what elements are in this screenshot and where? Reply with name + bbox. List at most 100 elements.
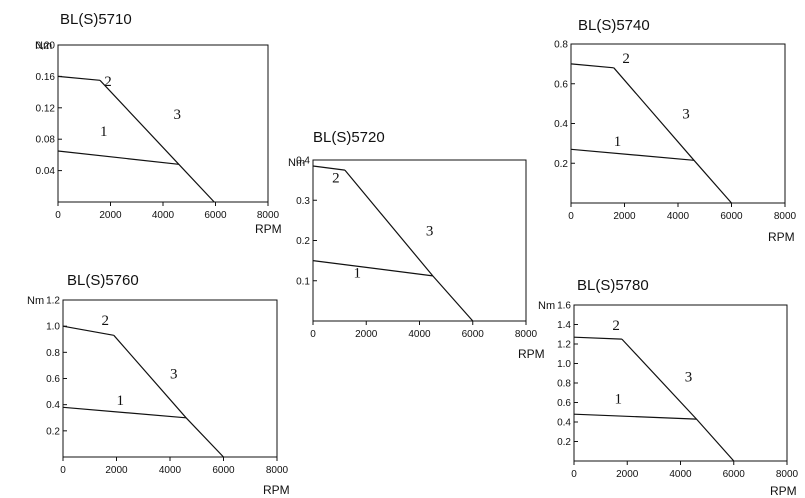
x-axis-label: RPM bbox=[263, 483, 290, 497]
series-3-label: 3 bbox=[170, 367, 178, 383]
x-tick-label: 6000 bbox=[723, 469, 746, 480]
y-tick-label: 1.0 bbox=[557, 359, 571, 370]
x-tick-label: 6000 bbox=[212, 465, 235, 476]
x-tick-label: 6000 bbox=[462, 329, 485, 340]
series-3-label: 3 bbox=[685, 369, 693, 385]
y-tick-label: 0,20 bbox=[36, 41, 56, 52]
x-tick-label: 4000 bbox=[667, 211, 690, 222]
x-tick-label: 2000 bbox=[613, 211, 636, 222]
chart-title: BL(S)5740 bbox=[578, 17, 650, 34]
x-tick-label: 0 bbox=[60, 465, 66, 476]
x-tick-label: 4000 bbox=[152, 210, 175, 221]
y-tick-label: 0.8 bbox=[554, 40, 568, 51]
series-2-label: 2 bbox=[622, 51, 630, 67]
series-3-line bbox=[344, 169, 474, 322]
series-1-label: 1 bbox=[614, 391, 622, 407]
y-tick-label: 0.3 bbox=[296, 196, 310, 207]
y-tick-label: 1.6 bbox=[557, 301, 571, 312]
plot-frame bbox=[573, 304, 788, 462]
series-3-line bbox=[613, 67, 732, 204]
y-tick-label: 0.4 bbox=[296, 156, 310, 167]
chart-title: BL(S)5720 bbox=[313, 129, 385, 146]
x-tick-label: 4000 bbox=[669, 469, 692, 480]
y-tick-label: 0.8 bbox=[46, 348, 60, 359]
series-1-label: 1 bbox=[117, 393, 125, 409]
y-tick-label: 0.6 bbox=[46, 374, 60, 385]
series-2-line bbox=[312, 165, 345, 171]
series-1-line bbox=[573, 413, 697, 420]
y-tick-label: 0.8 bbox=[557, 379, 571, 390]
series-2-line bbox=[570, 63, 614, 69]
series-2-line bbox=[62, 325, 114, 336]
series-1-line bbox=[570, 148, 695, 161]
y-tick-label: 0.1 bbox=[296, 276, 310, 287]
y-tick-label: 0.2 bbox=[554, 159, 568, 170]
series-3-line bbox=[113, 334, 224, 458]
x-tick-label: 2000 bbox=[99, 210, 122, 221]
x-tick-label: 8000 bbox=[776, 469, 799, 480]
series-1-label: 1 bbox=[353, 266, 361, 282]
series-1-label: 1 bbox=[100, 124, 108, 140]
chart-title: BL(S)5780 bbox=[577, 277, 649, 294]
y-tick-label: 0.4 bbox=[554, 119, 568, 130]
series-1-line bbox=[57, 150, 179, 165]
series-3-line bbox=[621, 338, 735, 462]
series-3-label: 3 bbox=[426, 224, 434, 240]
x-tick-label: 2000 bbox=[616, 469, 639, 480]
y-axis-label: Nm bbox=[27, 295, 44, 307]
x-tick-label: 8000 bbox=[515, 329, 538, 340]
y-tick-label: 0.08 bbox=[36, 135, 56, 146]
y-tick-label: 0.2 bbox=[296, 236, 310, 247]
y-tick-label: 0.04 bbox=[36, 166, 56, 177]
y-tick-label: 0.2 bbox=[46, 426, 60, 437]
x-tick-label: 4000 bbox=[408, 329, 431, 340]
series-2-label: 2 bbox=[104, 74, 112, 90]
plot-frame bbox=[312, 159, 527, 322]
y-tick-label: 1.2 bbox=[557, 340, 571, 351]
x-tick-label: 6000 bbox=[720, 211, 743, 222]
series-3-line bbox=[99, 79, 215, 203]
series-1-line bbox=[312, 260, 433, 277]
x-tick-label: 0 bbox=[310, 329, 316, 340]
x-axis-label: RPM bbox=[255, 222, 282, 236]
y-tick-label: 0.6 bbox=[557, 398, 571, 409]
y-tick-label: 0.4 bbox=[46, 400, 60, 411]
x-axis-label: RPM bbox=[518, 347, 545, 361]
series-2-line bbox=[573, 336, 622, 340]
y-tick-label: 1.2 bbox=[46, 296, 60, 307]
y-axis-label: Nm bbox=[288, 157, 305, 169]
chart-title: BL(S)5710 bbox=[60, 11, 132, 28]
x-tick-label: 0 bbox=[571, 469, 577, 480]
y-tick-label: 0.16 bbox=[36, 72, 56, 83]
series-2-label: 2 bbox=[612, 318, 620, 334]
y-axis-label: Nm bbox=[538, 300, 555, 312]
x-tick-label: 4000 bbox=[159, 465, 182, 476]
series-1-line bbox=[62, 406, 187, 419]
chart-title: BL(S)5760 bbox=[67, 272, 139, 289]
series-3-label: 3 bbox=[174, 107, 182, 123]
x-tick-label: 0 bbox=[568, 211, 574, 222]
y-tick-label: 0.2 bbox=[557, 437, 571, 448]
series-3-label: 3 bbox=[682, 107, 690, 123]
x-tick-label: 8000 bbox=[774, 211, 797, 222]
y-tick-label: 0.6 bbox=[554, 79, 568, 90]
x-axis-label: RPM bbox=[770, 484, 797, 498]
x-tick-label: 8000 bbox=[266, 465, 289, 476]
series-1-label: 1 bbox=[614, 134, 622, 150]
y-tick-label: 0.4 bbox=[557, 418, 571, 429]
x-tick-label: 2000 bbox=[105, 465, 128, 476]
x-tick-label: 2000 bbox=[355, 329, 378, 340]
y-tick-label: 0.12 bbox=[36, 103, 56, 114]
plot-frame bbox=[57, 44, 269, 203]
x-axis-label: RPM bbox=[768, 230, 795, 244]
series-2-label: 2 bbox=[102, 313, 110, 329]
x-tick-label: 6000 bbox=[204, 210, 227, 221]
x-tick-label: 8000 bbox=[257, 210, 280, 221]
series-2-label: 2 bbox=[332, 171, 340, 187]
x-tick-label: 0 bbox=[55, 210, 61, 221]
y-tick-label: 1.0 bbox=[46, 322, 60, 333]
y-tick-label: 1.4 bbox=[557, 320, 571, 331]
plot-frame bbox=[570, 43, 786, 204]
series-2-line bbox=[57, 75, 101, 81]
